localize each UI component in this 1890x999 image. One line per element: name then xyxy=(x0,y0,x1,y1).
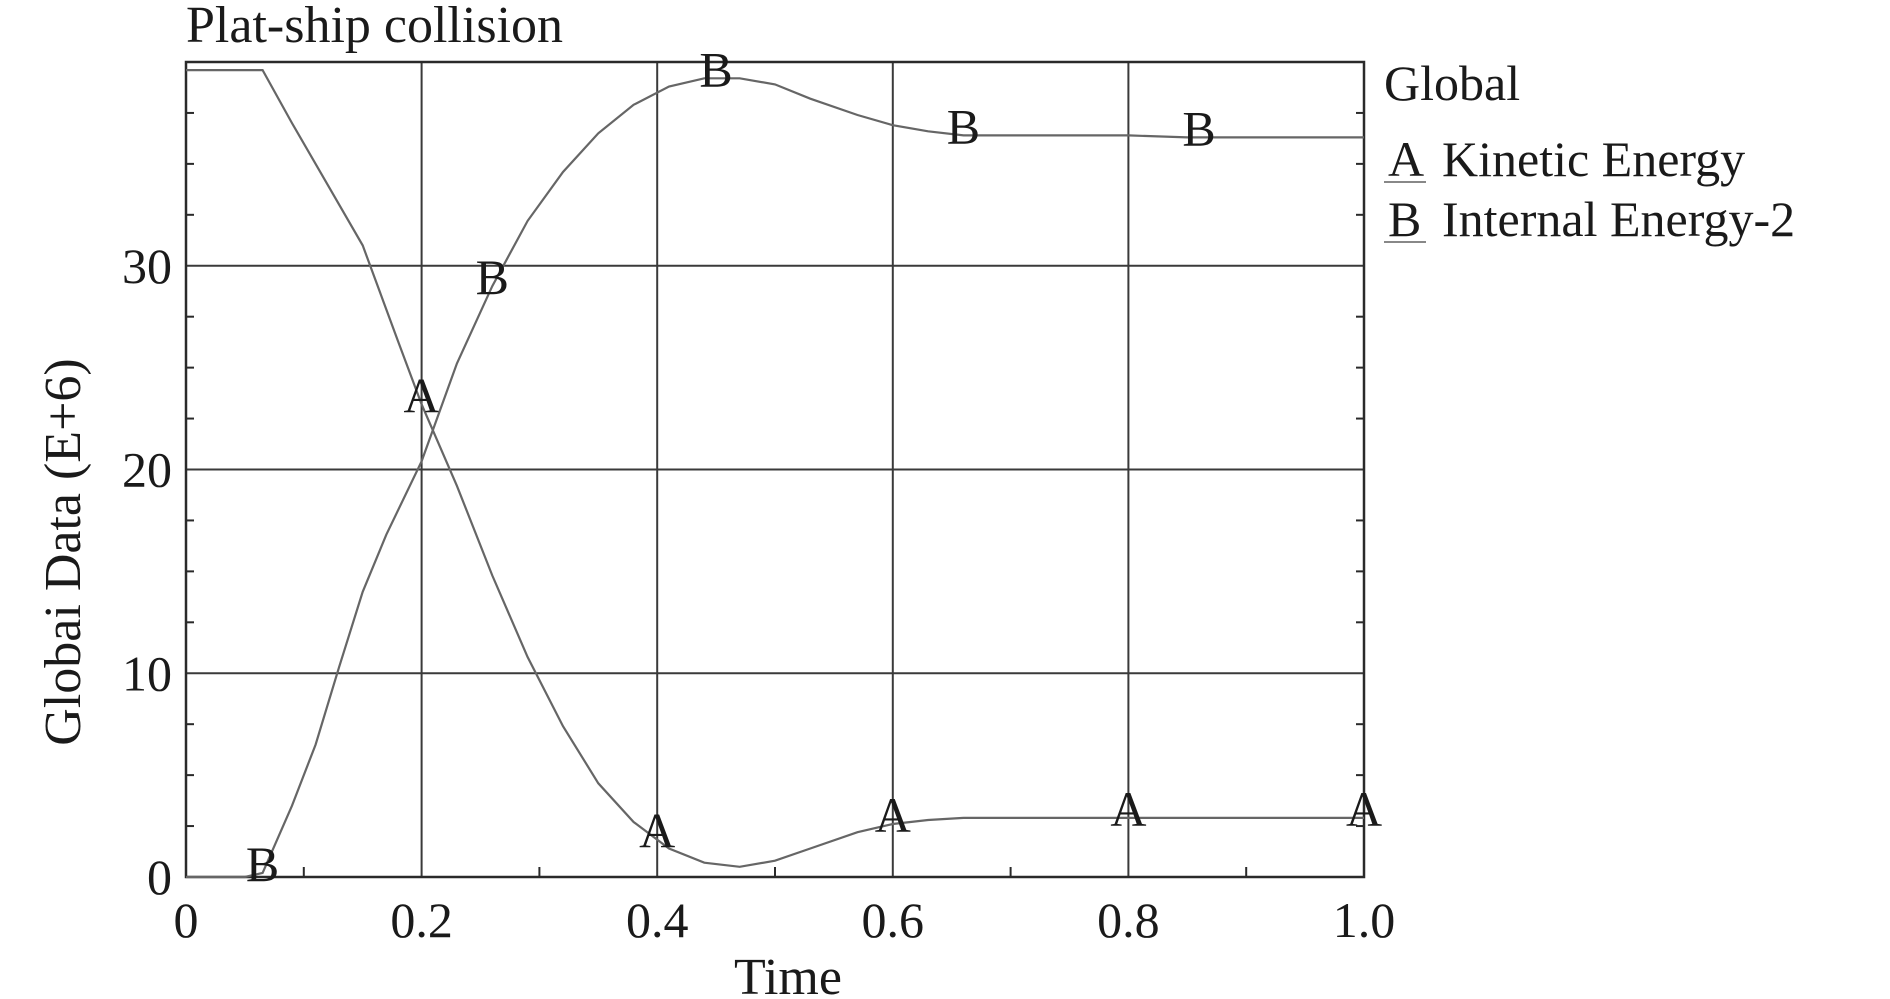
series-marker-b: B xyxy=(476,249,509,305)
x-tick-label: 0.8 xyxy=(1097,892,1160,948)
x-tick-label: 1.0 xyxy=(1333,892,1396,948)
series-marker-a: A xyxy=(1110,781,1146,837)
legend-marker-a: A xyxy=(1388,131,1424,187)
legend-label: Kinetic Energy xyxy=(1442,131,1745,187)
y-tick-label: 10 xyxy=(122,645,172,701)
series-marker-b: B xyxy=(246,836,279,892)
legend-label: Internal Energy-2 xyxy=(1442,191,1795,247)
plot-area: 0 0.2 0.4 0.6 0.8 1.0 0 10 20 30 A A A A A B B B B B xyxy=(122,41,1395,948)
series-marker-a: A xyxy=(1346,781,1382,837)
chart-title: Plat-ship collision xyxy=(186,0,563,54)
x-tick-label: 0.2 xyxy=(390,892,453,948)
series-marker-b: B xyxy=(947,98,980,154)
y-tick-label: 20 xyxy=(122,442,172,498)
x-axis-title: Time xyxy=(734,949,842,999)
series-line-a xyxy=(186,69,1364,868)
series-line-b xyxy=(186,77,1364,879)
y-axis-title: Globai Data (E+6) xyxy=(35,358,92,745)
x-tick-label: 0 xyxy=(174,892,199,948)
series-marker-a: A xyxy=(404,367,440,423)
y-tick-label: 30 xyxy=(122,238,172,294)
x-tick-label: 0.4 xyxy=(626,892,689,948)
y-tick-label: 0 xyxy=(147,849,172,905)
legend-title: Global xyxy=(1384,55,1520,111)
legend-marker-b: B xyxy=(1388,191,1421,247)
series-marker-b: B xyxy=(1182,100,1215,156)
x-tick-label: 0.6 xyxy=(862,892,925,948)
series-marker-a: A xyxy=(639,803,675,859)
legend: Global A Kinetic Energy B Internal Energy-2 xyxy=(1384,55,1795,247)
series-marker-a: A xyxy=(875,787,911,843)
series-marker-b: B xyxy=(699,41,732,97)
